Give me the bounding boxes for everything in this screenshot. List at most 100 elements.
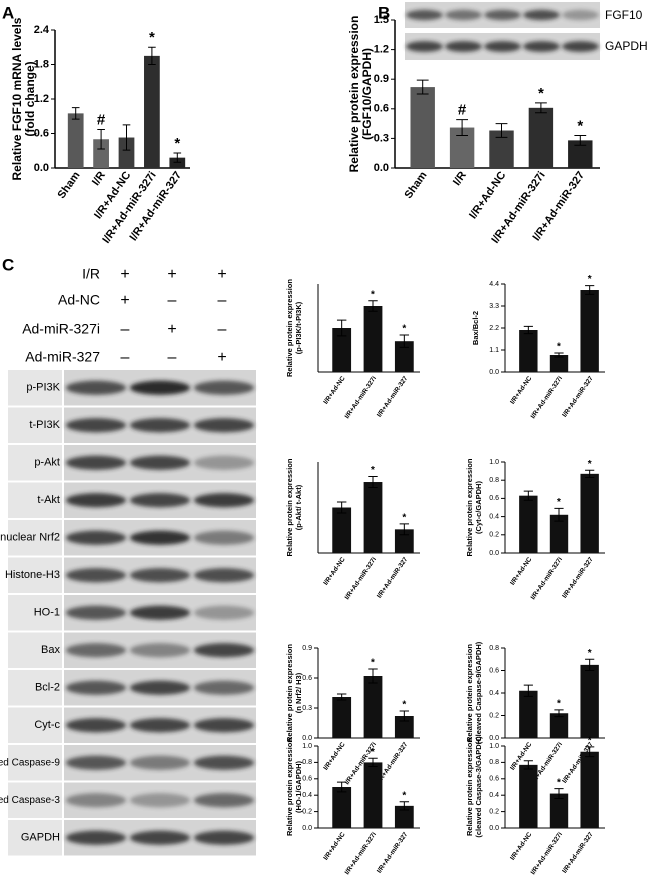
treatment-mark: – (218, 292, 227, 309)
y-tick-label: 0.0 (489, 735, 499, 742)
bar (363, 762, 383, 828)
error-bar (399, 710, 410, 722)
chart: Relative protein expression (p-Akt/ t-Akt… (285, 458, 420, 601)
treatment-mark: + (167, 266, 176, 283)
y-axis-label: Relative protein expression (285, 458, 294, 556)
x-tick-label: I/R+Ad-miR-327 (376, 831, 410, 875)
x-tick-label: I/R+Ad-NC (467, 169, 508, 221)
x-tick-label: I/R (451, 169, 469, 187)
y-tick-label: 0.2 (302, 808, 312, 815)
blot-band (65, 605, 127, 620)
error-bar (336, 501, 347, 514)
bar (169, 157, 186, 168)
error-bar (585, 746, 595, 758)
chart: Relative protein expression (p-PI3K/t-PI3… (285, 279, 420, 420)
significance-mark: * (371, 465, 375, 476)
blot-band (193, 418, 255, 433)
treatment-mark: + (217, 349, 226, 366)
x-tick-label: I/R+Ad-NC (509, 556, 533, 587)
treatment-label: Ad-miR-327 (25, 349, 100, 365)
treatment-mark: – (168, 292, 177, 309)
y-axis-label: (p-Akt/ t-Akt) (294, 484, 303, 530)
y-axis-label: Relative protein expression (285, 738, 294, 836)
x-tick-label: I/R (90, 169, 108, 187)
blot-band (445, 41, 482, 52)
blot-label: p-Akt (34, 457, 60, 469)
bar (118, 137, 135, 168)
label-cell (8, 520, 62, 556)
significance-mark: * (402, 790, 406, 801)
blot-band (65, 493, 127, 508)
y-tick-label: 0.0 (489, 550, 499, 557)
error-bar (554, 352, 564, 358)
chart: 0.0 0.3 0.6 0.9 1.2 1.5 Relative protein expre… (347, 8, 648, 246)
blot-band (129, 680, 191, 695)
x-tick-label: Sham (403, 169, 430, 201)
y-tick-label: 0.0 (34, 162, 49, 174)
error-bar (368, 668, 378, 684)
y-tick-label: 2.4 (34, 24, 50, 36)
blot-band (129, 418, 191, 433)
y-tick-label: 1.2 (34, 93, 49, 105)
bar (519, 764, 538, 828)
blot-band (406, 41, 443, 52)
error-bar (554, 507, 564, 522)
y-tick-label: 0.9 (302, 645, 312, 652)
x-tick-label: I/R+Ad-miR-327i (530, 556, 565, 601)
blot-band (65, 380, 127, 395)
y-axis-label: Relative protein expression (285, 644, 294, 742)
blot-band (193, 755, 255, 770)
significance-mark: * (557, 699, 561, 710)
significance-mark: * (174, 135, 180, 152)
significance-mark: # (458, 102, 467, 119)
panel-label: A (2, 3, 14, 22)
bar (580, 473, 599, 553)
label-cell (8, 595, 62, 631)
y-tick-label: 1.0 (489, 743, 499, 750)
significance-mark: * (371, 747, 375, 758)
y-axis-label: (Cleaved Caspase-9/GAPDH) (474, 641, 483, 744)
y-tick-label: 0.0 (302, 825, 312, 832)
significance-mark: * (557, 497, 561, 508)
error-bar (523, 760, 533, 770)
blot-label: cleaved Caspase-3 (0, 795, 60, 806)
label-cell (8, 482, 62, 518)
bar (580, 664, 599, 738)
blot-label: GAPDH (605, 39, 648, 53)
y-tick-label: 0.6 (302, 675, 312, 682)
bar (332, 328, 352, 372)
x-tick-label: I/R+Ad-NC (509, 831, 533, 862)
blot-band (129, 755, 191, 770)
bar (580, 751, 599, 828)
blot-band (65, 568, 127, 583)
treatment-mark: – (121, 321, 130, 338)
y-tick-label: 2.2 (489, 325, 499, 332)
bar (549, 793, 569, 828)
blot-band (523, 9, 560, 21)
x-tick-label: I/R+Ad-miR-327 (561, 831, 595, 875)
bar (410, 87, 435, 168)
x-tick-label: I/R+Ad-miR-327 (376, 556, 410, 600)
significance-mark: # (97, 111, 106, 128)
y-axis-label: Bax/Bcl-2 (471, 311, 480, 345)
y-axis-label: (n Nrf2/ H3) (294, 672, 303, 713)
bar (394, 341, 414, 372)
significance-mark: * (149, 29, 155, 46)
y-tick-label: 0.8 (302, 759, 312, 766)
chart: 0.0 0.2 0.4 0.6 0.8 1.0 Relative protein expre… (465, 735, 605, 876)
error-bar (399, 334, 410, 348)
label-cell (8, 707, 62, 743)
y-axis-label: (fold change) (23, 61, 37, 136)
x-tick-label: I/R+Ad-NC (322, 375, 346, 406)
bar (363, 676, 383, 738)
blot-label: Bcl-2 (35, 682, 60, 694)
blot-label: FGF10 (605, 8, 643, 22)
x-tick-label: I/R+Ad-miR-327 (376, 375, 410, 419)
blot-band (193, 680, 255, 695)
y-tick-label: 0.6 (489, 495, 499, 502)
error-bar (173, 152, 182, 163)
y-axis-label: Relative protein expression (465, 458, 474, 556)
y-tick-label: 3.3 (489, 303, 499, 310)
bar (394, 805, 414, 828)
significance-mark: * (588, 735, 592, 746)
